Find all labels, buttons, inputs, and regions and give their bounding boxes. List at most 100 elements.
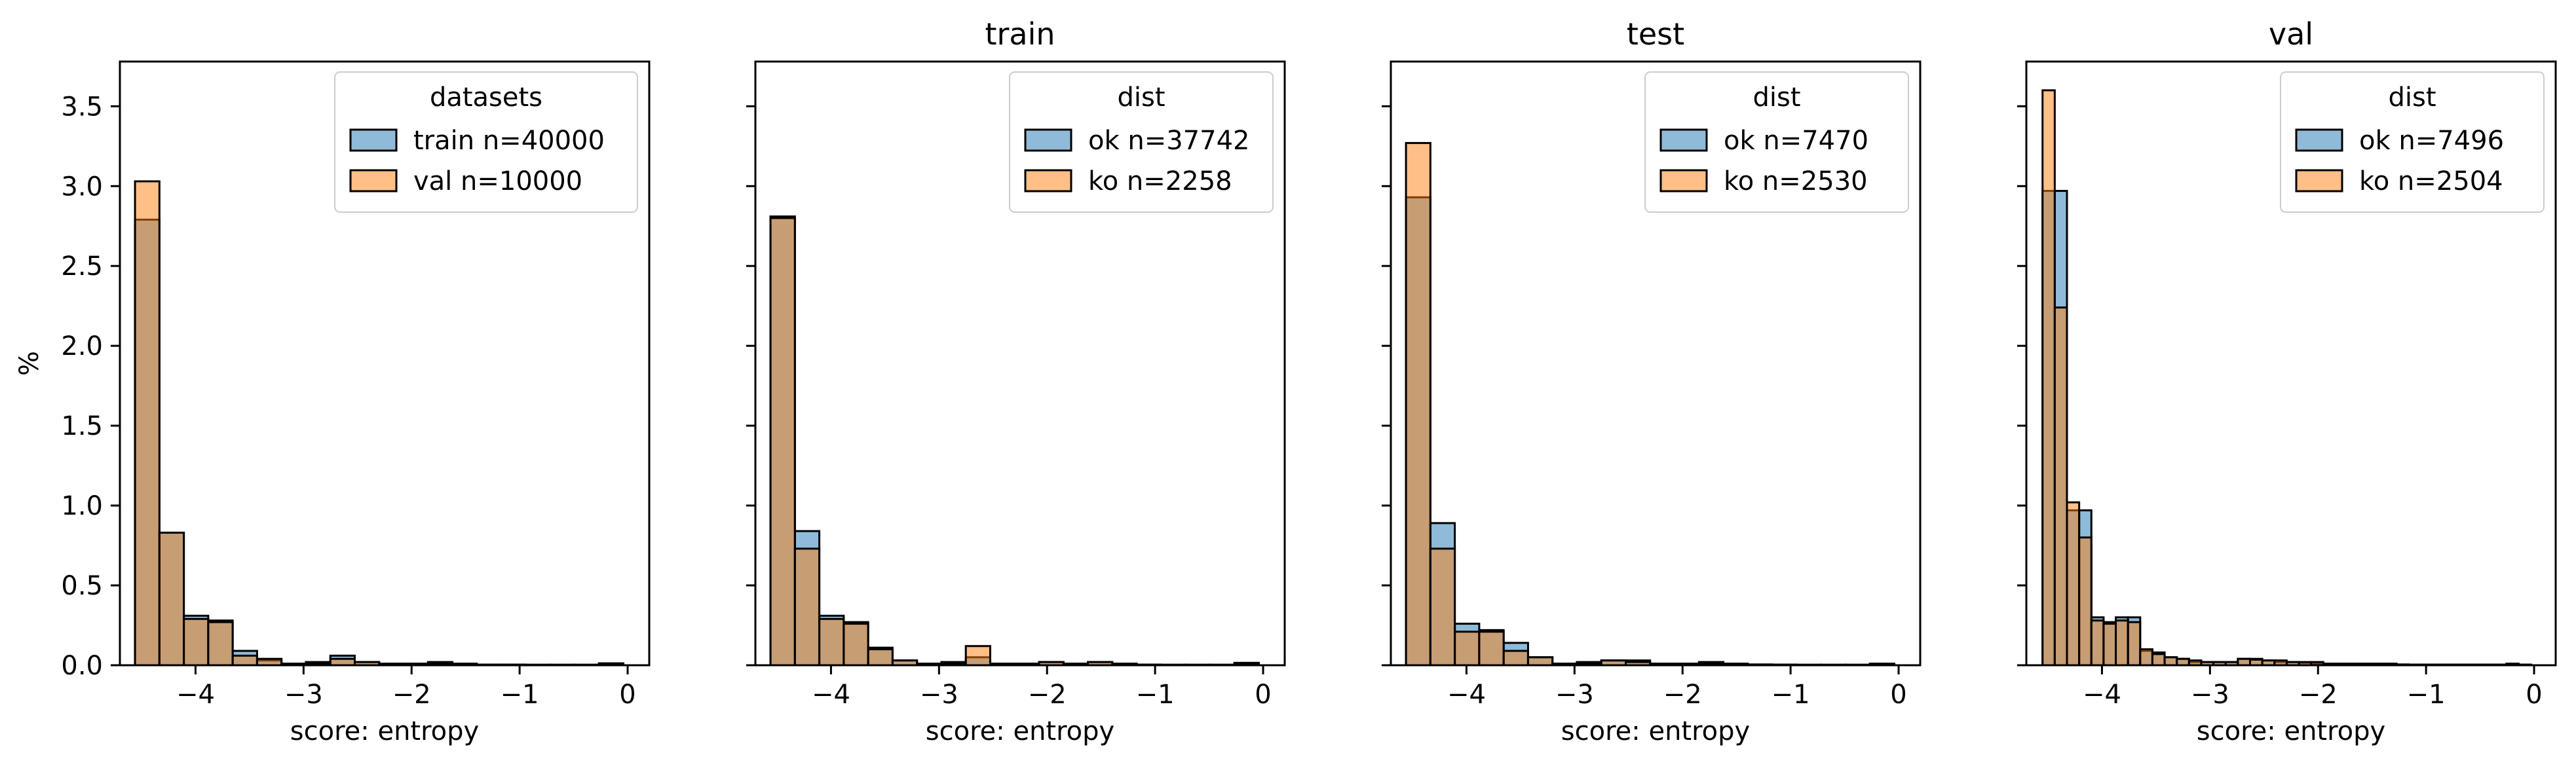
x-tick-label: 0 bbox=[1890, 680, 1906, 710]
legend-entry: ok n=7496 bbox=[2359, 126, 2504, 156]
legend-swatch-blue bbox=[349, 128, 398, 152]
y-tick-label: 2.5 bbox=[61, 251, 103, 282]
x-tick-label: −3 bbox=[1555, 680, 1594, 710]
legend-entry: ko n=2258 bbox=[1088, 166, 1232, 196]
histogram-panel-4: −4 −3 −2 −1 0 score: entropy val dist ok n=7496 k… bbox=[2017, 16, 2557, 746]
legend-entry: ko n=2530 bbox=[1724, 166, 1868, 196]
axes-frame bbox=[119, 60, 651, 667]
histogram-bar bbox=[769, 217, 796, 667]
histogram-bar bbox=[2139, 648, 2153, 667]
legend-title: datasets bbox=[430, 82, 542, 113]
legend-swatch-blue bbox=[1659, 128, 1708, 152]
legend-swatch-orange bbox=[349, 169, 398, 192]
legend: dist ok n=37742 ko n=2258 bbox=[1009, 71, 1274, 213]
histogram-bar bbox=[793, 547, 821, 667]
x-tick-label: −2 bbox=[392, 680, 431, 710]
legend-box bbox=[334, 71, 638, 213]
legend: dist ok n=7496 ko n=2504 bbox=[2280, 71, 2545, 213]
legend-swatch-orange bbox=[2295, 169, 2343, 192]
y-tick-label: 3.5 bbox=[61, 92, 103, 122]
histogram-bar bbox=[1502, 650, 1529, 667]
histogram-bar bbox=[1429, 547, 1456, 667]
histogram-panel-1: −4 −3 −2 −1 0 0.0 0.5 1.0 1.5 2.0 2.5 3.0 3.5 score: … bbox=[61, 60, 651, 746]
histogram-panel-3: −4 −3 −2 −1 0 score: entropy test dist ok n=7470… bbox=[1382, 16, 1922, 746]
y-tick-label: 0.5 bbox=[61, 571, 103, 601]
histogram-bar bbox=[207, 621, 234, 667]
x-axis-label: score: entropy bbox=[1561, 716, 1750, 746]
x-tick-label: −1 bbox=[2407, 680, 2446, 710]
histogram-bar bbox=[134, 180, 161, 667]
histogram-bar bbox=[2090, 619, 2105, 667]
legend-box bbox=[1644, 71, 1909, 213]
x-tick-label: −3 bbox=[284, 680, 323, 710]
legend-title: dist bbox=[2388, 82, 2436, 113]
x-tick-label: −4 bbox=[812, 680, 850, 710]
y-tick-label: 2.0 bbox=[61, 331, 103, 361]
legend: datasets train n=40000 val n=10000 bbox=[334, 71, 638, 213]
histogram-bar bbox=[183, 617, 210, 667]
x-tick-label: −2 bbox=[1663, 680, 1702, 710]
histogram-bar bbox=[2163, 656, 2178, 667]
panel-title: train bbox=[985, 16, 1055, 52]
legend-entry: ok n=7470 bbox=[1724, 126, 1868, 156]
x-axis-label: score: entropy bbox=[290, 716, 479, 746]
histogram-bar bbox=[1526, 656, 1554, 667]
axes-frame bbox=[1390, 60, 1922, 667]
x-tick-label: 0 bbox=[2526, 680, 2542, 710]
y-tick-label: 3.0 bbox=[61, 172, 103, 202]
legend: dist ok n=7470 ko n=2530 bbox=[1644, 71, 1909, 213]
legend-swatch-orange bbox=[1659, 169, 1708, 192]
panel-title: test bbox=[1627, 16, 1684, 52]
axes-frame bbox=[2025, 60, 2557, 667]
legend-title: dist bbox=[1752, 82, 1800, 113]
legend-title: dist bbox=[1117, 82, 1165, 113]
histogram-bar bbox=[2115, 619, 2129, 667]
histogram-bar bbox=[2102, 623, 2117, 667]
histogram-bar bbox=[843, 623, 869, 667]
histogram-panel-2: −4 −3 −2 −1 0 score: entropy train dist ok n=377… bbox=[746, 16, 1286, 746]
legend-box bbox=[2280, 71, 2545, 213]
legend-entry: val n=10000 bbox=[413, 166, 582, 196]
histogram-bar bbox=[1454, 631, 1481, 667]
y-tick-label: 1.0 bbox=[61, 491, 103, 521]
x-tick-label: −4 bbox=[1447, 680, 1486, 710]
legend-swatch-orange bbox=[1024, 169, 1072, 192]
legend-box bbox=[1009, 71, 1274, 213]
histogram-bar bbox=[158, 532, 185, 667]
histogram-bar bbox=[2078, 536, 2093, 667]
histogram-bar bbox=[2151, 653, 2166, 667]
x-tick-label: −4 bbox=[176, 680, 215, 710]
x-tick-label: −2 bbox=[2299, 680, 2338, 710]
x-tick-label: −3 bbox=[2191, 680, 2229, 710]
x-axis-label: score: entropy bbox=[926, 716, 1114, 746]
panel-title: val bbox=[2269, 16, 2313, 52]
x-tick-label: 0 bbox=[619, 680, 635, 710]
x-tick-label: −4 bbox=[2083, 680, 2121, 710]
y-tick-label: 1.5 bbox=[61, 411, 103, 441]
y-tick-label: 0.0 bbox=[61, 651, 103, 681]
histogram-bar bbox=[231, 654, 258, 667]
x-tick-label: −1 bbox=[501, 680, 539, 710]
legend-entry: train n=40000 bbox=[413, 126, 605, 156]
histogram-bar bbox=[2053, 306, 2068, 667]
legend-entry: ok n=37742 bbox=[1088, 126, 1249, 156]
axes-frame bbox=[754, 60, 1286, 667]
x-tick-label: −1 bbox=[1136, 680, 1175, 710]
legend-swatch-blue bbox=[2295, 128, 2343, 152]
x-tick-label: −1 bbox=[1771, 680, 1810, 710]
x-axis-label: score: entropy bbox=[2197, 716, 2385, 746]
legend-entry: ko n=2504 bbox=[2359, 166, 2503, 196]
histogram-bar bbox=[964, 645, 991, 667]
histogram-bar bbox=[867, 648, 894, 667]
histogram-bar bbox=[1478, 631, 1505, 667]
histogram-bar bbox=[2041, 89, 2056, 667]
histogram-bar bbox=[818, 617, 845, 667]
x-tick-label: 0 bbox=[1255, 680, 1271, 710]
legend-swatch-blue bbox=[1024, 128, 1072, 152]
histogram-bar bbox=[2066, 501, 2081, 667]
histogram-bar bbox=[1405, 141, 1431, 667]
x-tick-label: −2 bbox=[1028, 680, 1067, 710]
y-axis-label: % bbox=[14, 351, 45, 376]
